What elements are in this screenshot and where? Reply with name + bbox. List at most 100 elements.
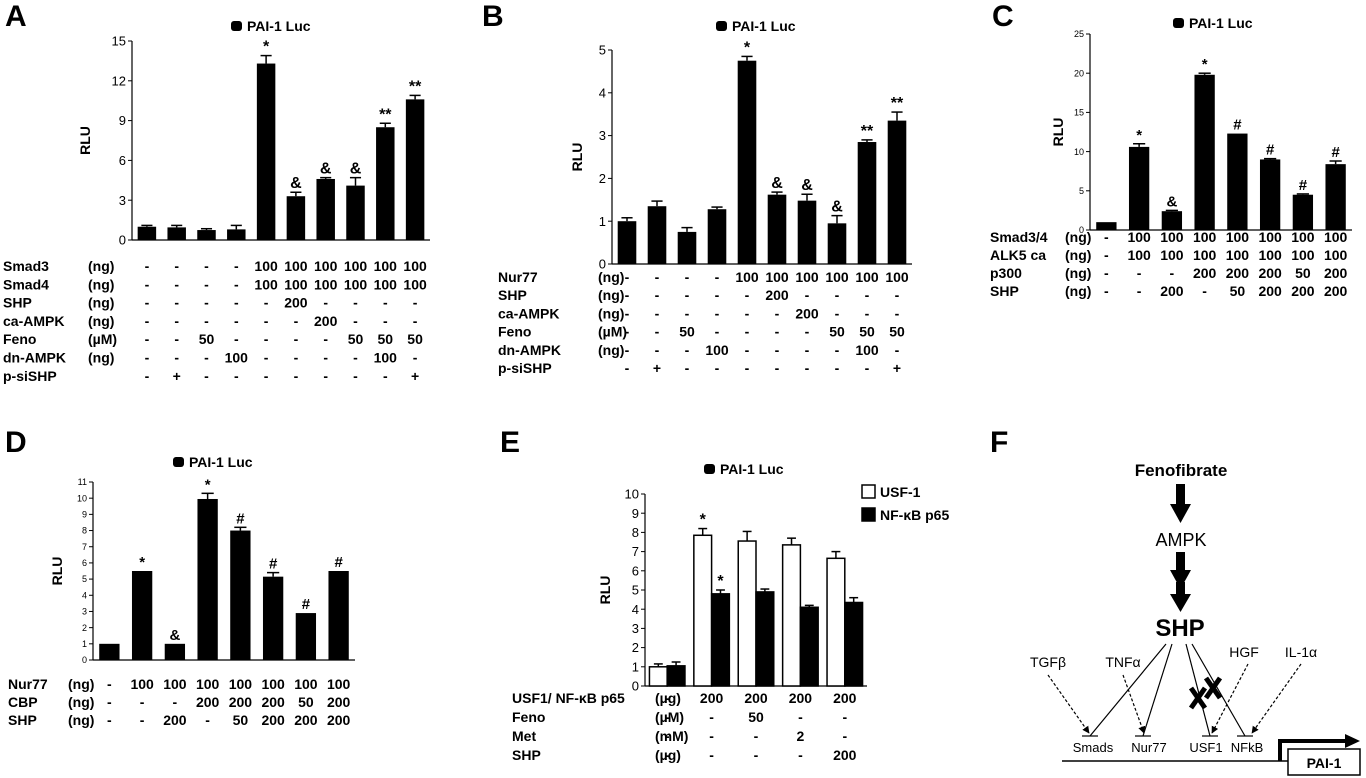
blocked-marks — [1188, 676, 1223, 710]
chart-a-condition-value: - — [145, 295, 150, 311]
chart-e-condition-value: 2 — [797, 728, 805, 744]
chart-a-condition-value: - — [413, 295, 418, 311]
chart-a-condition-label: Feno — [3, 331, 36, 347]
chart-a-condition-unit: (ng) — [88, 258, 114, 274]
chart-d-y-tick-label: 11 — [78, 477, 87, 487]
chart-a-condition-value: - — [145, 313, 150, 329]
chart-d-legend-swatch — [173, 457, 184, 467]
chart-e-condition-unit: (mM) — [655, 728, 688, 744]
chart-b-condition-value: - — [685, 287, 690, 303]
chart-a-condition-value: - — [323, 295, 328, 311]
chart-a-condition-value: 100 — [225, 350, 249, 366]
chart-a-condition-value: - — [234, 368, 239, 384]
chart-e-condition-value: - — [709, 728, 714, 744]
chart-b-bar — [797, 200, 817, 264]
chart-a-condition-value: - — [145, 350, 150, 366]
chart-d-condition-value: 200 — [294, 712, 318, 728]
chart-d-y-tick-label: 0 — [82, 655, 87, 665]
chart-a-condition-value: 100 — [374, 350, 398, 366]
chart-d-condition-value: 100 — [130, 676, 154, 692]
chart-d-condition-value: 100 — [294, 676, 318, 692]
promoter-arrow — [1278, 739, 1348, 761]
chart-a-condition-value: 100 — [254, 258, 278, 274]
chart-b-significance-mark: ** — [891, 95, 904, 112]
chart-c-bar — [1227, 133, 1248, 230]
chart-c-condition-value: 100 — [1226, 247, 1250, 263]
activation-arrows — [1047, 663, 1302, 734]
chart-b-condition-value: + — [653, 360, 661, 376]
chart-d-y-tick-label: 2 — [82, 623, 87, 633]
chart-c-bar — [1128, 146, 1150, 230]
chart-a-condition-value: - — [234, 331, 239, 347]
chart-d-condition-value: - — [205, 712, 210, 728]
chart-b-condition-value: 200 — [765, 287, 789, 303]
chart-b-condition-value: - — [865, 305, 870, 321]
chart-a-condition-value: 200 — [284, 295, 308, 311]
chart-b-condition-label: Feno — [498, 324, 531, 340]
chart-a-bar — [286, 196, 306, 240]
chart-d-bar — [230, 530, 251, 660]
chart-e-condition-label: Met — [512, 728, 536, 744]
chart-c-legend-label: PAI-1 Luc — [1189, 15, 1253, 31]
chart-c-condition-value: 100 — [1291, 247, 1315, 263]
chart-b-condition-value: - — [715, 360, 720, 376]
inhibition-lines — [1082, 643, 1253, 737]
chart-a-bar — [227, 229, 246, 240]
chart-d-condition-value: 200 — [196, 694, 220, 710]
chart-a-condition-value: - — [174, 276, 179, 292]
chart-a-condition-value: - — [234, 295, 239, 311]
chart-c-significance-mark: # — [1331, 144, 1340, 161]
chart-e-significance-mark: * — [717, 573, 724, 590]
chart-a-condition-value: 100 — [284, 258, 308, 274]
chart-a-condition-value: 50 — [407, 331, 423, 347]
chart-d-significance-mark: # — [302, 596, 311, 613]
chart-e-condition-value: - — [665, 747, 670, 763]
chart-b-condition-unit: (ng) — [598, 287, 624, 303]
chart-e-y-tick-label: 6 — [632, 563, 639, 578]
chart-c-condition-value: - — [1137, 283, 1142, 299]
chart-b-condition-value: 200 — [795, 305, 819, 321]
chart-d-condition-value: - — [107, 694, 112, 710]
chart-e-series-label: NF-κB p65 — [880, 507, 949, 523]
chart-a-condition-value: - — [174, 331, 179, 347]
chart-e-y-tick-label: 5 — [632, 583, 639, 598]
chart-a-condition-value: - — [323, 331, 328, 347]
chart-b-condition-value: - — [805, 342, 810, 358]
chart-b-bar — [737, 60, 757, 265]
chart-b-condition-value: - — [835, 305, 840, 321]
chart-c-condition-value: 200 — [1324, 265, 1348, 281]
chart-a-condition-value: 50 — [348, 331, 364, 347]
chart-c-y-tick-label: 5 — [1079, 186, 1084, 196]
chart-b-legend-label: PAI-1 Luc — [732, 18, 796, 34]
chart-c-bar — [1259, 159, 1281, 230]
chart-b-bar — [707, 209, 727, 264]
tnfa-label: TNFα — [1105, 654, 1140, 670]
chart-a-condition-value: - — [204, 350, 209, 366]
chart-a-condition-value: - — [145, 258, 150, 274]
chart-b-condition-value: - — [625, 324, 630, 340]
chart-e-y-tick-label: 1 — [632, 659, 639, 674]
chart-e-y-tick-label: 4 — [632, 602, 639, 617]
chart-a-bar — [167, 227, 186, 240]
chart-c-significance-mark: * — [1202, 56, 1208, 73]
chart-d-bar — [262, 576, 284, 660]
chart-b-condition-value: - — [625, 269, 630, 285]
chart-d-significance-mark: * — [205, 476, 211, 493]
chart-e-condition-value: - — [798, 709, 803, 725]
chart-b-condition-value: - — [745, 305, 750, 321]
chart-d-significance-mark: * — [139, 554, 145, 571]
chart-d-significance-mark: # — [236, 510, 245, 527]
chart-a-condition-unit: (ng) — [88, 276, 114, 292]
chart-d-y-tick-label: 6 — [82, 558, 87, 568]
chart-b-condition-value: - — [625, 342, 630, 358]
chart-a-y-axis-label: RLU — [77, 126, 93, 155]
chart-c-condition-value: 200 — [1324, 283, 1348, 299]
chart-c-condition-value: 200 — [1258, 283, 1282, 299]
chart-a-condition-label: Smad4 — [3, 276, 49, 292]
panel-label-a: A — [5, 0, 27, 33]
chart-b-condition-value: - — [865, 287, 870, 303]
chart-c-y-tick-label: 15 — [1074, 108, 1084, 118]
chart-b-condition-value: - — [775, 305, 780, 321]
chart-a-condition-value: - — [204, 258, 209, 274]
